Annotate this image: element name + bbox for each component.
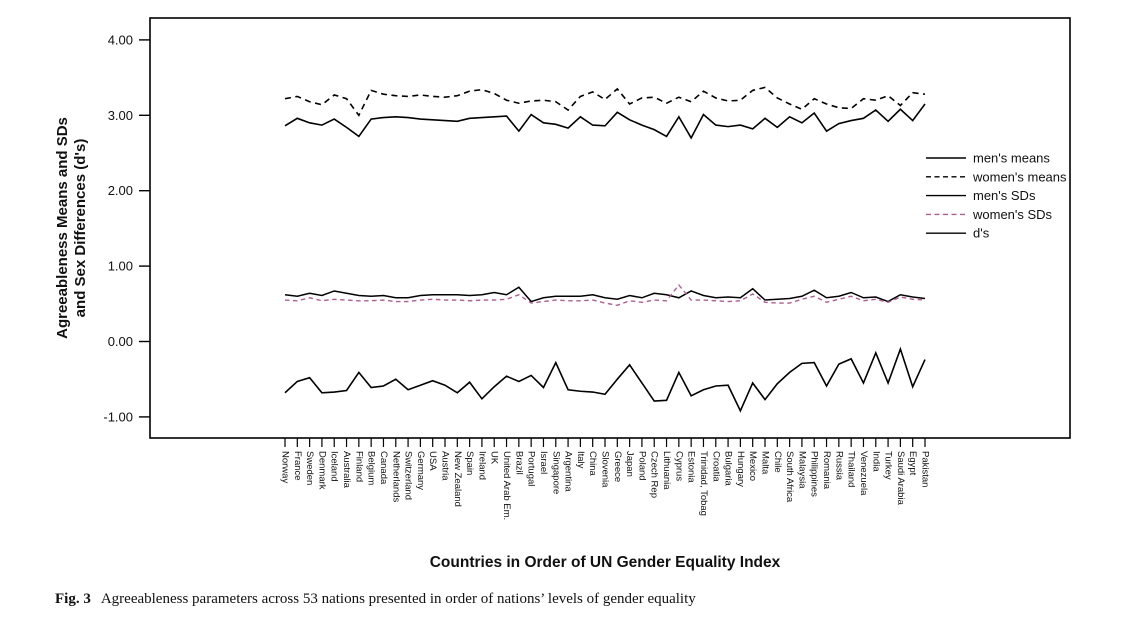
series-line-women-s-SDs [284, 283, 926, 307]
x-tick-label: New Zealand [452, 451, 463, 507]
x-tick-label: Norway [280, 451, 291, 483]
legend-label: men's means [973, 151, 1050, 166]
x-tick-label: United Arab Em. [501, 451, 512, 520]
x-tick-label: Italy [575, 451, 586, 469]
legend-label: women's SDs [972, 207, 1053, 222]
x-tick-label: Malta [760, 451, 771, 475]
x-tick-label: Ireland [476, 451, 487, 480]
legend-label: d's [973, 226, 990, 241]
x-tick-label: Portugal [526, 451, 537, 486]
x-tick-label: Saudi Arabia [895, 451, 906, 506]
x-tick-label: Austria [440, 451, 451, 481]
x-tick-label: Israel [538, 451, 549, 474]
x-tick-label: Japan [624, 451, 635, 477]
legend-label: women's means [972, 169, 1067, 184]
series-line-men-s-SDs [284, 286, 926, 303]
x-tick-label: Lithuania [661, 451, 672, 490]
x-tick-label: Sweden [304, 451, 315, 485]
x-tick-label: Czech Rep [649, 451, 660, 498]
x-tick-label: Hungary [735, 451, 746, 487]
x-tick-label: Bulgaria [723, 451, 734, 487]
x-tick-label: USA [427, 451, 438, 471]
y-tick-label: 3.00 [108, 108, 133, 123]
x-tick-label: Netherlands [390, 451, 401, 502]
y-tick-label: 4.00 [108, 32, 133, 47]
x-tick-label: Mexico [747, 451, 758, 481]
x-tick-label: China [587, 451, 598, 477]
x-tick-label: Turkey [883, 451, 894, 480]
x-tick-label: Canada [378, 451, 389, 485]
series-line-d-s [284, 346, 926, 413]
y-tick-label: 1.00 [108, 259, 133, 274]
x-tick-label: Croatia [710, 451, 721, 482]
x-tick-label: Australia [341, 451, 352, 489]
x-tick-label: India [870, 451, 881, 472]
x-tick-label: Trinidad, Tobag [698, 451, 709, 516]
x-tick-label: Belgium [366, 451, 377, 485]
agreeableness-line-chart: 4.00 3.00 2.00 1.00 0.00 -1.00 Norway France Swe… [54, 17, 1071, 571]
x-tick-label: Brazil [513, 451, 524, 475]
x-tick-label: Venezuela [858, 451, 869, 496]
y-tick-label: 0.00 [108, 334, 133, 349]
x-tick-label: Malaysia [796, 451, 807, 489]
x-tick-label: Greece [612, 451, 623, 482]
x-tick-label: Estonia [686, 451, 697, 483]
x-tick-label: Poland [636, 451, 647, 481]
x-tick-label: Finland [353, 451, 364, 482]
x-tick-label: Denmark [316, 451, 327, 490]
x-tick-label: Pakistan [920, 451, 931, 487]
plot-frame [149, 17, 1071, 439]
x-tick-label: Slovenia [600, 451, 611, 488]
x-axis-title: Countries in Order of UN Gender Equality… [430, 554, 781, 571]
x-tick-label: Argentina [563, 451, 574, 492]
y-axis-title-line: and Sex Differences (d's) [72, 139, 89, 318]
figure-caption: Fig. 3 Agreeableness parameters across 53… [55, 591, 1075, 608]
y-tick-label: 2.00 [108, 183, 133, 198]
figure-caption-label: Fig. 3 [55, 591, 91, 607]
x-tick-label: Spain [464, 451, 475, 475]
y-axis-title-line: Agreeableness Means and SDs [54, 117, 71, 339]
x-tick-label: Romania [821, 451, 832, 490]
legend-label: men's SDs [973, 188, 1036, 203]
x-tick-label: Egypt [907, 451, 918, 476]
series-line-men-s-means [284, 103, 926, 140]
x-tick-label: Thailand [846, 451, 857, 487]
x-tick-label: Cyprus [673, 451, 684, 481]
x-tick-label: UK [489, 451, 500, 465]
x-tick-label: Philippines [809, 451, 820, 497]
x-tick-label: Iceland [329, 451, 340, 482]
x-tick-label: Germany [415, 451, 426, 490]
x-tick-label: Chile [772, 451, 783, 473]
x-tick-label: Singapore [550, 451, 561, 494]
x-tick-label: Russia [833, 451, 844, 481]
x-tick-label: South Africa [784, 451, 795, 503]
x-tick-label: France [292, 451, 303, 481]
x-tick-label: Switzerland [403, 451, 414, 500]
y-tick-label: -1.00 [103, 409, 133, 424]
figure-caption-text: Agreeableness parameters across 53 natio… [100, 591, 696, 607]
series-line-women-s-means [284, 86, 926, 117]
